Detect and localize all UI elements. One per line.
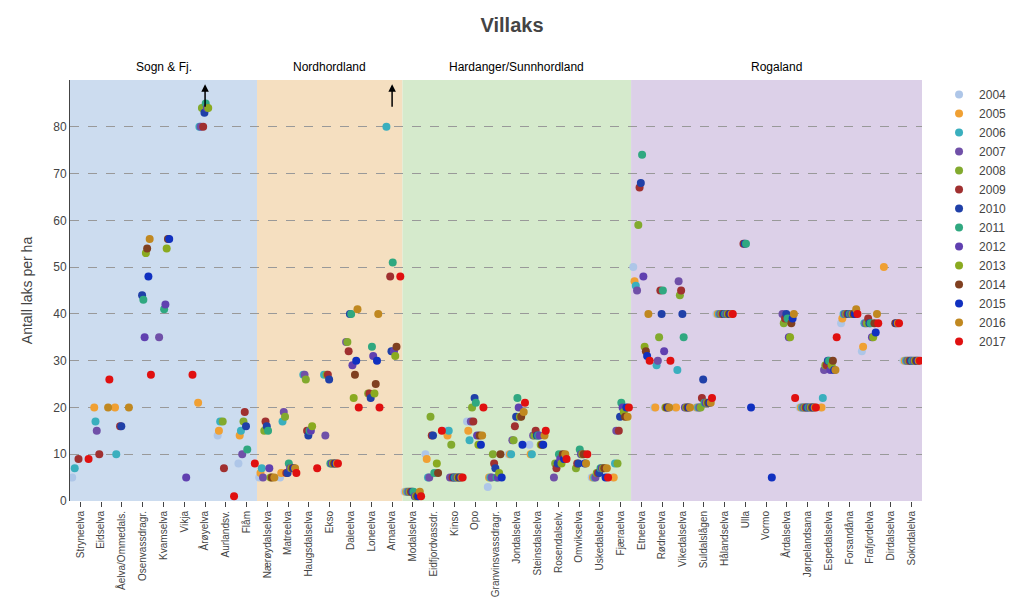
svg-text:Sokndalelva: Sokndalelva (906, 511, 917, 566)
svg-text:Sogn & Fj.: Sogn & Fj. (136, 60, 192, 74)
svg-text:Villaks: Villaks (480, 14, 543, 36)
svg-text:2008: 2008 (979, 164, 1006, 178)
svg-text:2016: 2016 (979, 316, 1006, 330)
svg-text:Stryneelva: Stryneelva (75, 511, 86, 559)
svg-text:Daleelva: Daleelva (345, 511, 356, 550)
svg-text:60: 60 (53, 214, 67, 228)
svg-text:Fjæraelva: Fjæraelva (615, 511, 626, 556)
svg-text:Arnaelva: Arnaelva (386, 511, 397, 551)
svg-text:Ekso: Ekso (324, 511, 335, 534)
svg-text:Steinsdalselva: Steinsdalselva (532, 511, 543, 576)
svg-text:Frafjordelva: Frafjordelva (864, 511, 875, 564)
svg-text:Antall laks per ha: Antall laks per ha (19, 237, 35, 345)
svg-text:Modalselva: Modalselva (407, 511, 418, 562)
svg-text:Eidfjordvassdr.: Eidfjordvassdr. (428, 511, 439, 577)
svg-text:Årdalselva: Årdalselva (780, 511, 792, 558)
svg-text:Granvinsvassdragr.: Granvinsvassdragr. (490, 511, 501, 597)
svg-text:Hålandselva: Hålandselva (719, 511, 730, 566)
svg-text:Loneelva: Loneelva (366, 511, 377, 552)
svg-text:2007: 2007 (979, 145, 1006, 159)
svg-text:80: 80 (53, 120, 67, 134)
svg-text:Rødneelva: Rødneelva (656, 511, 667, 560)
svg-text:Flåm: Flåm (241, 511, 252, 533)
svg-text:Vikedalselva: Vikedalselva (677, 511, 688, 567)
svg-text:2006: 2006 (979, 126, 1006, 140)
svg-text:2005: 2005 (979, 107, 1006, 121)
svg-text:Omvikselva: Omvikselva (573, 511, 584, 563)
svg-text:Årøyelva: Årøyelva (198, 511, 210, 551)
svg-text:2015: 2015 (979, 297, 1006, 311)
svg-text:2011: 2011 (979, 221, 1005, 235)
svg-text:Forsandåna: Forsandåna (844, 511, 855, 565)
svg-text:Dirdalselva: Dirdalselva (885, 511, 896, 561)
svg-text:10: 10 (53, 447, 67, 461)
svg-text:50: 50 (53, 260, 67, 274)
svg-text:Eidselva: Eidselva (95, 511, 106, 549)
svg-text:Hardanger/Sunnhordland: Hardanger/Sunnhordland (449, 60, 584, 74)
svg-text:2009: 2009 (979, 183, 1006, 197)
svg-text:Espedalselva: Espedalselva (823, 511, 834, 571)
svg-text:20: 20 (53, 401, 67, 415)
svg-text:2004: 2004 (979, 88, 1006, 102)
svg-text:Kinso: Kinso (449, 511, 460, 536)
svg-text:0: 0 (60, 494, 67, 508)
svg-text:Rogaland: Rogaland (751, 60, 802, 74)
svg-text:Kvamselva: Kvamselva (158, 511, 169, 560)
svg-text:Aurlandsv.: Aurlandsv. (220, 511, 231, 558)
svg-text:Suldalslågen: Suldalslågen (698, 511, 709, 568)
svg-text:Åelva/Ommedals.: Åelva/Ommedals. (115, 511, 127, 590)
svg-text:Rosendalselv.: Rosendalselv. (553, 511, 564, 573)
svg-text:2010: 2010 (979, 202, 1006, 216)
svg-text:Uskedalselva: Uskedalselva (594, 511, 605, 571)
svg-text:Vikja: Vikja (179, 511, 190, 533)
svg-text:Jørpelandsana: Jørpelandsana (802, 511, 813, 578)
svg-text:Ulla: Ulla (740, 511, 751, 529)
svg-text:70: 70 (53, 167, 67, 181)
svg-text:Haugsdalselva: Haugsdalselva (303, 511, 314, 577)
svg-text:2014: 2014 (979, 278, 1006, 292)
svg-text:Nordhordland: Nordhordland (293, 60, 366, 74)
svg-text:2013: 2013 (979, 259, 1006, 273)
svg-text:2012: 2012 (979, 240, 1006, 254)
svg-text:Nærøydalselva: Nærøydalselva (262, 511, 273, 579)
svg-text:Opo: Opo (469, 511, 480, 530)
svg-text:Matreelva: Matreelva (282, 511, 293, 555)
svg-text:Jondalselva: Jondalselva (511, 511, 522, 564)
svg-text:30: 30 (53, 354, 67, 368)
svg-text:2017: 2017 (979, 335, 1006, 349)
svg-text:Vormo: Vormo (760, 511, 771, 540)
svg-text:40: 40 (53, 307, 67, 321)
svg-text:Etneelva: Etneelva (636, 511, 647, 550)
svg-text:Osenvassdragr.: Osenvassdragr. (137, 511, 148, 581)
